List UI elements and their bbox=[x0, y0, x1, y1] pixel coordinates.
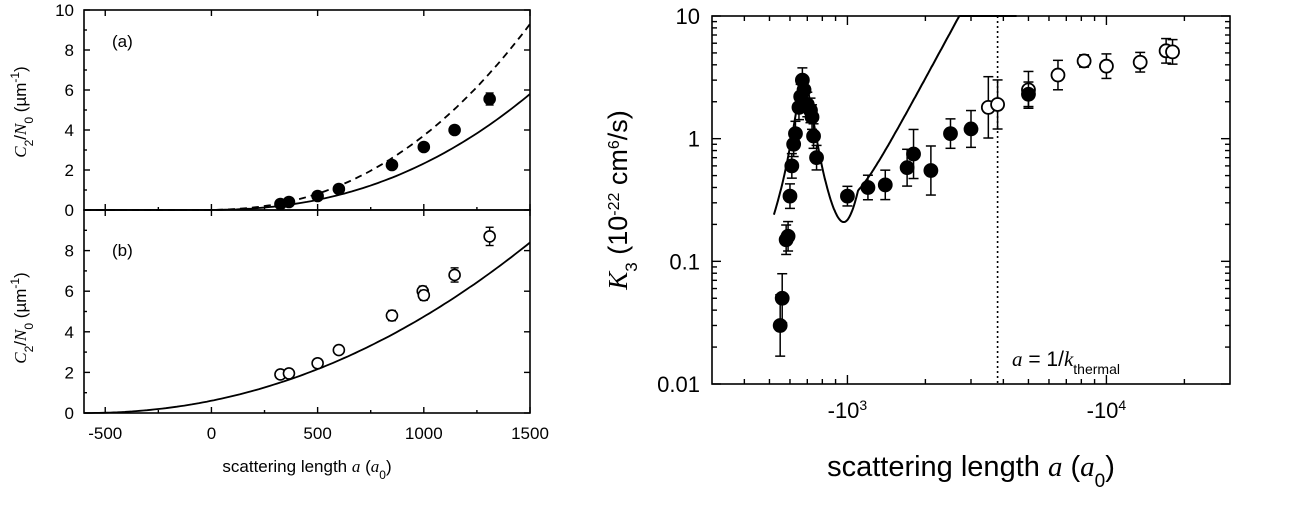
x-tick-label: -500 bbox=[88, 424, 122, 443]
data-point-filled bbox=[788, 126, 803, 141]
panel-a-frame bbox=[83, 9, 531, 211]
data-point-filled bbox=[784, 158, 800, 174]
data-point-filled bbox=[806, 128, 821, 144]
panel-b-x-ticks: -500 0 500 1000 1500 bbox=[88, 210, 549, 443]
data-point-open bbox=[990, 97, 1005, 112]
x-tick-label: 500 bbox=[303, 424, 331, 443]
solid-curve bbox=[84, 241, 531, 414]
y-tick-label: 2 bbox=[65, 363, 74, 382]
panel-b-x-axis-label: scattering length a (a0) bbox=[222, 457, 391, 482]
panel-b-y-ticks: 0 2 4 6 8 bbox=[65, 229, 530, 423]
data-point-filled bbox=[385, 158, 399, 172]
data-point-filled bbox=[782, 188, 798, 204]
x-tick-label: -104 bbox=[1087, 397, 1127, 423]
y-tick-label: 0 bbox=[65, 404, 74, 423]
y-tick-label: 0.01 bbox=[657, 372, 700, 397]
data-point-filled bbox=[1021, 86, 1036, 102]
panel-k3: 0.01 0.1 1 10 -103 -104 K3 (10-22 cm6/s) sca… bbox=[603, 4, 1231, 492]
panel-a-label: (a) bbox=[112, 32, 133, 51]
panel-a-points bbox=[274, 92, 496, 211]
panel-k3-points bbox=[772, 37, 1180, 357]
data-point-filled bbox=[804, 109, 820, 125]
data-point-open bbox=[311, 356, 324, 370]
data-point-filled bbox=[963, 121, 979, 137]
y-tick-label: 4 bbox=[65, 121, 74, 140]
x-tick-label: -103 bbox=[828, 397, 868, 423]
data-point-filled bbox=[860, 180, 876, 195]
data-point-filled bbox=[332, 182, 346, 196]
y-tick-label: 1 bbox=[688, 127, 700, 152]
data-point-filled bbox=[943, 126, 958, 141]
panel-k3-x-axis-label: scattering length a (a0) bbox=[827, 451, 1115, 492]
y-tick-label: 0 bbox=[65, 201, 74, 220]
data-point-filled bbox=[899, 160, 915, 176]
data-point-filled bbox=[483, 92, 496, 106]
y-tick-label: 10 bbox=[55, 1, 74, 20]
panel-k3-y-axis-label: K3 (10-22 cm6/s) bbox=[603, 110, 641, 291]
data-point-filled bbox=[282, 195, 296, 209]
panel-b-curves bbox=[84, 241, 531, 414]
data-point-filled bbox=[448, 123, 461, 137]
data-point-open bbox=[448, 268, 461, 282]
panel-b-label: (b) bbox=[112, 241, 133, 260]
panel-k3-y-ticks: 0.01 0.1 1 10 bbox=[657, 4, 1230, 397]
panel-b-frame bbox=[83, 209, 531, 414]
panel-a: (a) 0 2 4 6 8 10 C2/N0 (µm-1) bbox=[8, 1, 531, 220]
data-point-open bbox=[385, 309, 399, 322]
x-tick-label: 1500 bbox=[511, 424, 549, 443]
data-point-open bbox=[1050, 67, 1066, 83]
panel-b-y-axis-label: C2/N0 (µm-1) bbox=[8, 272, 36, 363]
data-point-filled bbox=[417, 140, 431, 154]
y-tick-label: 4 bbox=[65, 323, 74, 342]
panel-a-y-ticks: 0 2 4 6 8 10 bbox=[55, 1, 530, 220]
panel-a-curves bbox=[84, 23, 531, 211]
data-point-filled bbox=[796, 82, 812, 98]
x-tick-label: 0 bbox=[207, 424, 216, 443]
solid-curve bbox=[84, 93, 531, 211]
data-point-open bbox=[332, 343, 346, 357]
data-point-open bbox=[1076, 53, 1092, 69]
y-tick-label: 8 bbox=[65, 41, 74, 60]
data-point-filled bbox=[906, 146, 921, 162]
panel-k3-curves bbox=[772, 15, 1017, 384]
data-point-filled bbox=[772, 318, 788, 333]
x-tick-label: 1000 bbox=[405, 424, 443, 443]
data-point-open bbox=[1132, 54, 1148, 70]
data-point-open bbox=[483, 230, 496, 243]
data-point-open bbox=[417, 288, 431, 302]
y-tick-label: 2 bbox=[65, 161, 74, 180]
data-point-filled bbox=[923, 163, 939, 178]
y-tick-label: 8 bbox=[65, 242, 74, 261]
data-point-filled bbox=[877, 177, 893, 193]
panel-a-y-axis-label: C2/N0 (µm-1) bbox=[8, 66, 36, 157]
y-tick-label: 6 bbox=[65, 81, 74, 100]
data-point-open bbox=[1099, 58, 1114, 74]
y-tick-label: 10 bbox=[676, 4, 700, 29]
data-point-open bbox=[282, 367, 296, 380]
panel-k3-x-ticks: -103 -104 bbox=[743, 16, 1186, 423]
data-point-filled bbox=[809, 150, 824, 166]
dashed-curve bbox=[84, 23, 531, 211]
panel-a-x-ticks bbox=[104, 10, 531, 210]
panel-k3-annotation: a = 1/kthermal bbox=[1012, 347, 1120, 377]
data-point-filled bbox=[840, 188, 855, 204]
data-point-filled bbox=[311, 189, 324, 203]
panel-b-points bbox=[274, 226, 496, 381]
y-tick-label: 0.1 bbox=[669, 249, 700, 274]
data-point-open bbox=[1165, 44, 1180, 60]
y-tick-label: 6 bbox=[65, 282, 74, 301]
data-point-filled bbox=[774, 290, 790, 306]
data-point-filled bbox=[780, 228, 796, 244]
